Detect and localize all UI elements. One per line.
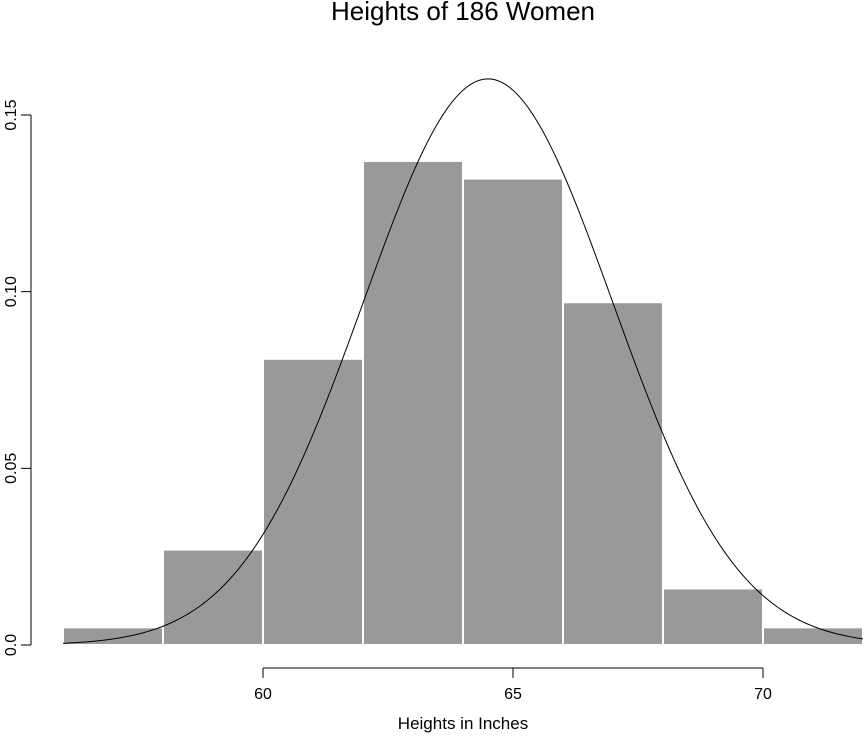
normal-density-curve (62, 78, 864, 644)
y-tick-label: 0.0 (3, 634, 20, 656)
x-axis: 60 65 70 (254, 667, 772, 703)
chart-title: Heights of 186 Women (331, 0, 595, 26)
histogram-bar (762, 626, 864, 646)
histogram-bar (362, 159, 464, 647)
histogram-bar (562, 301, 664, 646)
x-tick-label: 60 (254, 686, 272, 703)
x-tick-label: 70 (754, 686, 772, 703)
x-axis-label: Heights in Inches (398, 714, 528, 733)
y-tick-label: 0.05 (3, 453, 20, 484)
y-tick-label: 0.10 (3, 276, 20, 307)
bars-layer (62, 159, 864, 647)
histogram-bar (262, 357, 364, 646)
histogram-bar (662, 587, 764, 647)
y-tick-label: 0.15 (3, 99, 20, 130)
x-tick-label: 65 (504, 686, 522, 703)
curve-layer (62, 78, 864, 644)
histogram-bar (462, 177, 564, 646)
y-axis: 0.0 0.05 0.10 0.15 (3, 99, 32, 656)
histogram-bar (162, 548, 264, 646)
